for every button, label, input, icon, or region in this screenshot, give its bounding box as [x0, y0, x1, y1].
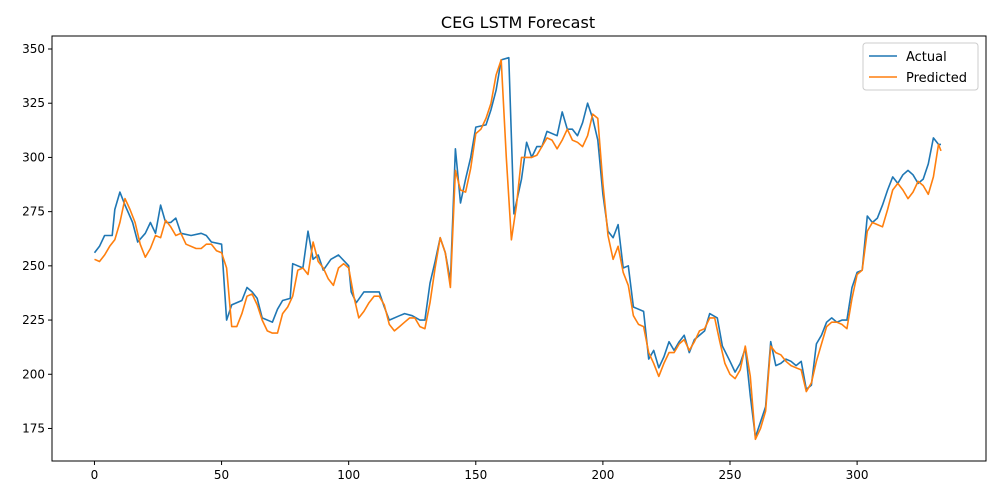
x-tick-label: 150	[464, 468, 487, 482]
legend: Actual Predicted	[862, 42, 979, 91]
y-tick-label: 175	[22, 421, 45, 435]
legend-label-predicted: Predicted	[906, 71, 967, 86]
x-tick-label: 300	[846, 468, 869, 482]
plot-area	[93, 56, 942, 441]
x-axis: 0 50 100 150 200 250 300	[91, 461, 869, 482]
y-tick-label: 350	[22, 42, 45, 56]
x-tick-label: 200	[591, 468, 614, 482]
series-line-predicted	[94, 59, 942, 441]
y-tick-label: 225	[22, 313, 45, 327]
y-tick-label: 250	[22, 259, 45, 273]
x-tick-label: 250	[719, 468, 742, 482]
legend-label-actual: Actual	[906, 50, 947, 65]
y-tick-label: 200	[22, 367, 45, 381]
legend-box	[862, 42, 979, 91]
y-axis: 175 200 225 250 275 300 325 350	[22, 42, 52, 435]
series-line-actual	[93, 56, 941, 438]
y-tick-label: 275	[22, 205, 45, 219]
y-tick-label: 325	[22, 96, 45, 110]
x-tick-label: 50	[214, 468, 229, 482]
x-tick-label: 0	[91, 468, 99, 482]
y-tick-label: 300	[22, 150, 45, 164]
axes-frame	[51, 35, 987, 462]
chart-title: CEG LSTM Forecast	[441, 13, 595, 32]
x-tick-label: 100	[337, 468, 360, 482]
